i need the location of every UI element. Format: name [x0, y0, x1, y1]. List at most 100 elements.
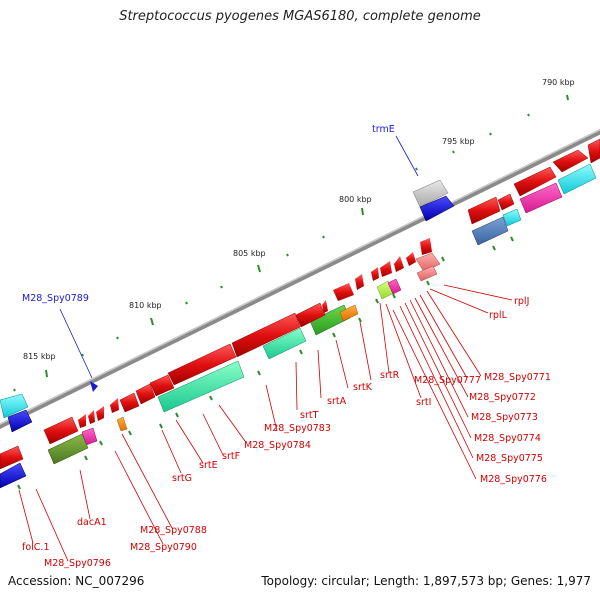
- gene-arrow: [415, 252, 441, 273]
- gene-label-srtT: srtT: [300, 410, 319, 421]
- gene-label-M28_Spy0771: M28_Spy0771: [484, 372, 551, 383]
- tick-mark: [415, 167, 418, 171]
- tick-label-810: 810 kbp: [129, 301, 162, 310]
- gene-arrow: [394, 256, 404, 272]
- gene-arrow: [88, 410, 95, 424]
- gene-arrow: [552, 149, 589, 173]
- gene-arrow: [157, 360, 245, 413]
- tick-mark: [489, 132, 492, 136]
- gene-arrow: [513, 166, 557, 197]
- gene-label-dacA1: dacA1: [77, 517, 107, 528]
- gene-label-M28_Spy0776: M28_Spy0776: [480, 474, 547, 485]
- gene-label-rplL: rplL: [489, 310, 508, 321]
- tick-mark: [322, 235, 325, 239]
- tick-mark: [257, 264, 261, 273]
- tick-mark: [566, 94, 569, 101]
- tick-mark: [361, 207, 364, 216]
- feature-marker: [332, 332, 336, 338]
- genome-summary-text: Topology: circular; Length: 1,897,573 bp…: [261, 574, 591, 588]
- feature-marker: [175, 412, 179, 418]
- gene-arrow: [110, 398, 119, 413]
- gene-label-folC.1: folC.1: [22, 542, 50, 553]
- gene-arrow: [557, 163, 597, 195]
- gene-arrow: [333, 283, 354, 301]
- feature-marker: [84, 455, 88, 461]
- gene-arrow: [467, 196, 501, 225]
- leader-lines-red: [18, 284, 513, 562]
- gene-label-M28_Spy0774: M28_Spy0774: [474, 433, 541, 444]
- feature-marker: [375, 298, 379, 304]
- gene-label-rplJ: rplJ: [514, 296, 529, 307]
- gene-arrow: [502, 208, 522, 227]
- gene-label-srtK: srtK: [353, 382, 373, 393]
- tick-label-805: 805 kbp: [233, 249, 266, 258]
- gene-arrow: [471, 216, 509, 246]
- tick-label-815: 815 kbp: [23, 352, 56, 361]
- gene-arrow: [149, 374, 175, 397]
- gene-arrow: [406, 252, 416, 266]
- tick-mark: [185, 301, 188, 305]
- gene-arrow: [96, 406, 104, 421]
- gene-arrow: [90, 381, 98, 392]
- feature-marker: [257, 370, 261, 376]
- gene-arrow: [322, 300, 328, 313]
- gene-label-M28_Spy0777: M28_Spy0777: [414, 375, 481, 386]
- tick-mark: [452, 150, 455, 154]
- feature-marker: [358, 317, 362, 323]
- feature-marker: [159, 423, 163, 429]
- gene-arrow: [0, 445, 24, 470]
- gene-arrow: [0, 462, 27, 489]
- gene-arrow: [7, 409, 33, 433]
- gene-arrow: [380, 261, 392, 277]
- gene-arrow: [371, 267, 379, 281]
- accession-text: Accession: NC_007296: [8, 574, 145, 588]
- genome-backbone-highlight: [0, 128, 600, 426]
- gene-label-M28_Spy0773: M28_Spy0773: [471, 412, 538, 423]
- tick-mark: [81, 353, 84, 357]
- leader-lines-blue: [59, 135, 419, 379]
- gene-arrow: [412, 179, 449, 208]
- gene-label-M28_Spy0775: M28_Spy0775: [476, 453, 543, 464]
- gene-label-srtG: srtG: [172, 473, 192, 484]
- tick-mark: [527, 113, 530, 117]
- gene-label-M28_Spy0772: M28_Spy0772: [469, 392, 536, 403]
- feature-marker: [299, 349, 303, 355]
- gene-arrow: [231, 312, 301, 358]
- map-title: Streptococcus pyogenes MGAS6180, complet…: [119, 9, 481, 24]
- feature-marker: [510, 236, 514, 242]
- gene-arrow: [416, 265, 438, 282]
- gene-arrow: [116, 416, 128, 432]
- gene-label-srtE: srtE: [199, 460, 218, 471]
- gene-arrow: [419, 195, 455, 222]
- gene-arrow: [262, 327, 307, 360]
- tick-mark: [150, 317, 154, 326]
- gene-label-M28_Spy0789: M28_Spy0789: [22, 293, 89, 304]
- gene-arrow: [295, 302, 326, 328]
- gene-label-M28_Spy0790: M28_Spy0790: [130, 542, 197, 553]
- gene-label-srtR: srtR: [380, 370, 400, 381]
- gene-label-srtI: srtI: [416, 397, 431, 408]
- tick-mark: [116, 336, 119, 340]
- gene-label-M28_Spy0784: M28_Spy0784: [244, 440, 311, 451]
- gene-label-M28_Spy0796: M28_Spy0796: [44, 558, 111, 569]
- feature-marker: [441, 256, 445, 262]
- tick-mark: [45, 369, 48, 378]
- gene-arrow: [587, 138, 600, 164]
- gene-arrow: [355, 274, 364, 290]
- gene-arrow: [47, 433, 89, 465]
- gene-arrow: [78, 414, 86, 428]
- tick-marks: [13, 94, 569, 392]
- gene-label-srtF: srtF: [222, 451, 240, 462]
- feature-marker: [17, 484, 21, 490]
- gene-features-middle: [0, 238, 441, 489]
- genome-backbone: [0, 129, 600, 429]
- tick-label-790: 790 kbp: [542, 78, 575, 87]
- tick-label-795: 795 kbp: [442, 137, 475, 146]
- feature-marker: [392, 293, 396, 299]
- gene-arrow: [497, 193, 515, 211]
- tick-mark: [13, 388, 16, 392]
- feature-marker: [99, 440, 103, 446]
- tick-label-800: 800 kbp: [339, 195, 372, 204]
- feature-marker: [209, 395, 213, 401]
- gene-label-srtA: srtA: [327, 396, 347, 407]
